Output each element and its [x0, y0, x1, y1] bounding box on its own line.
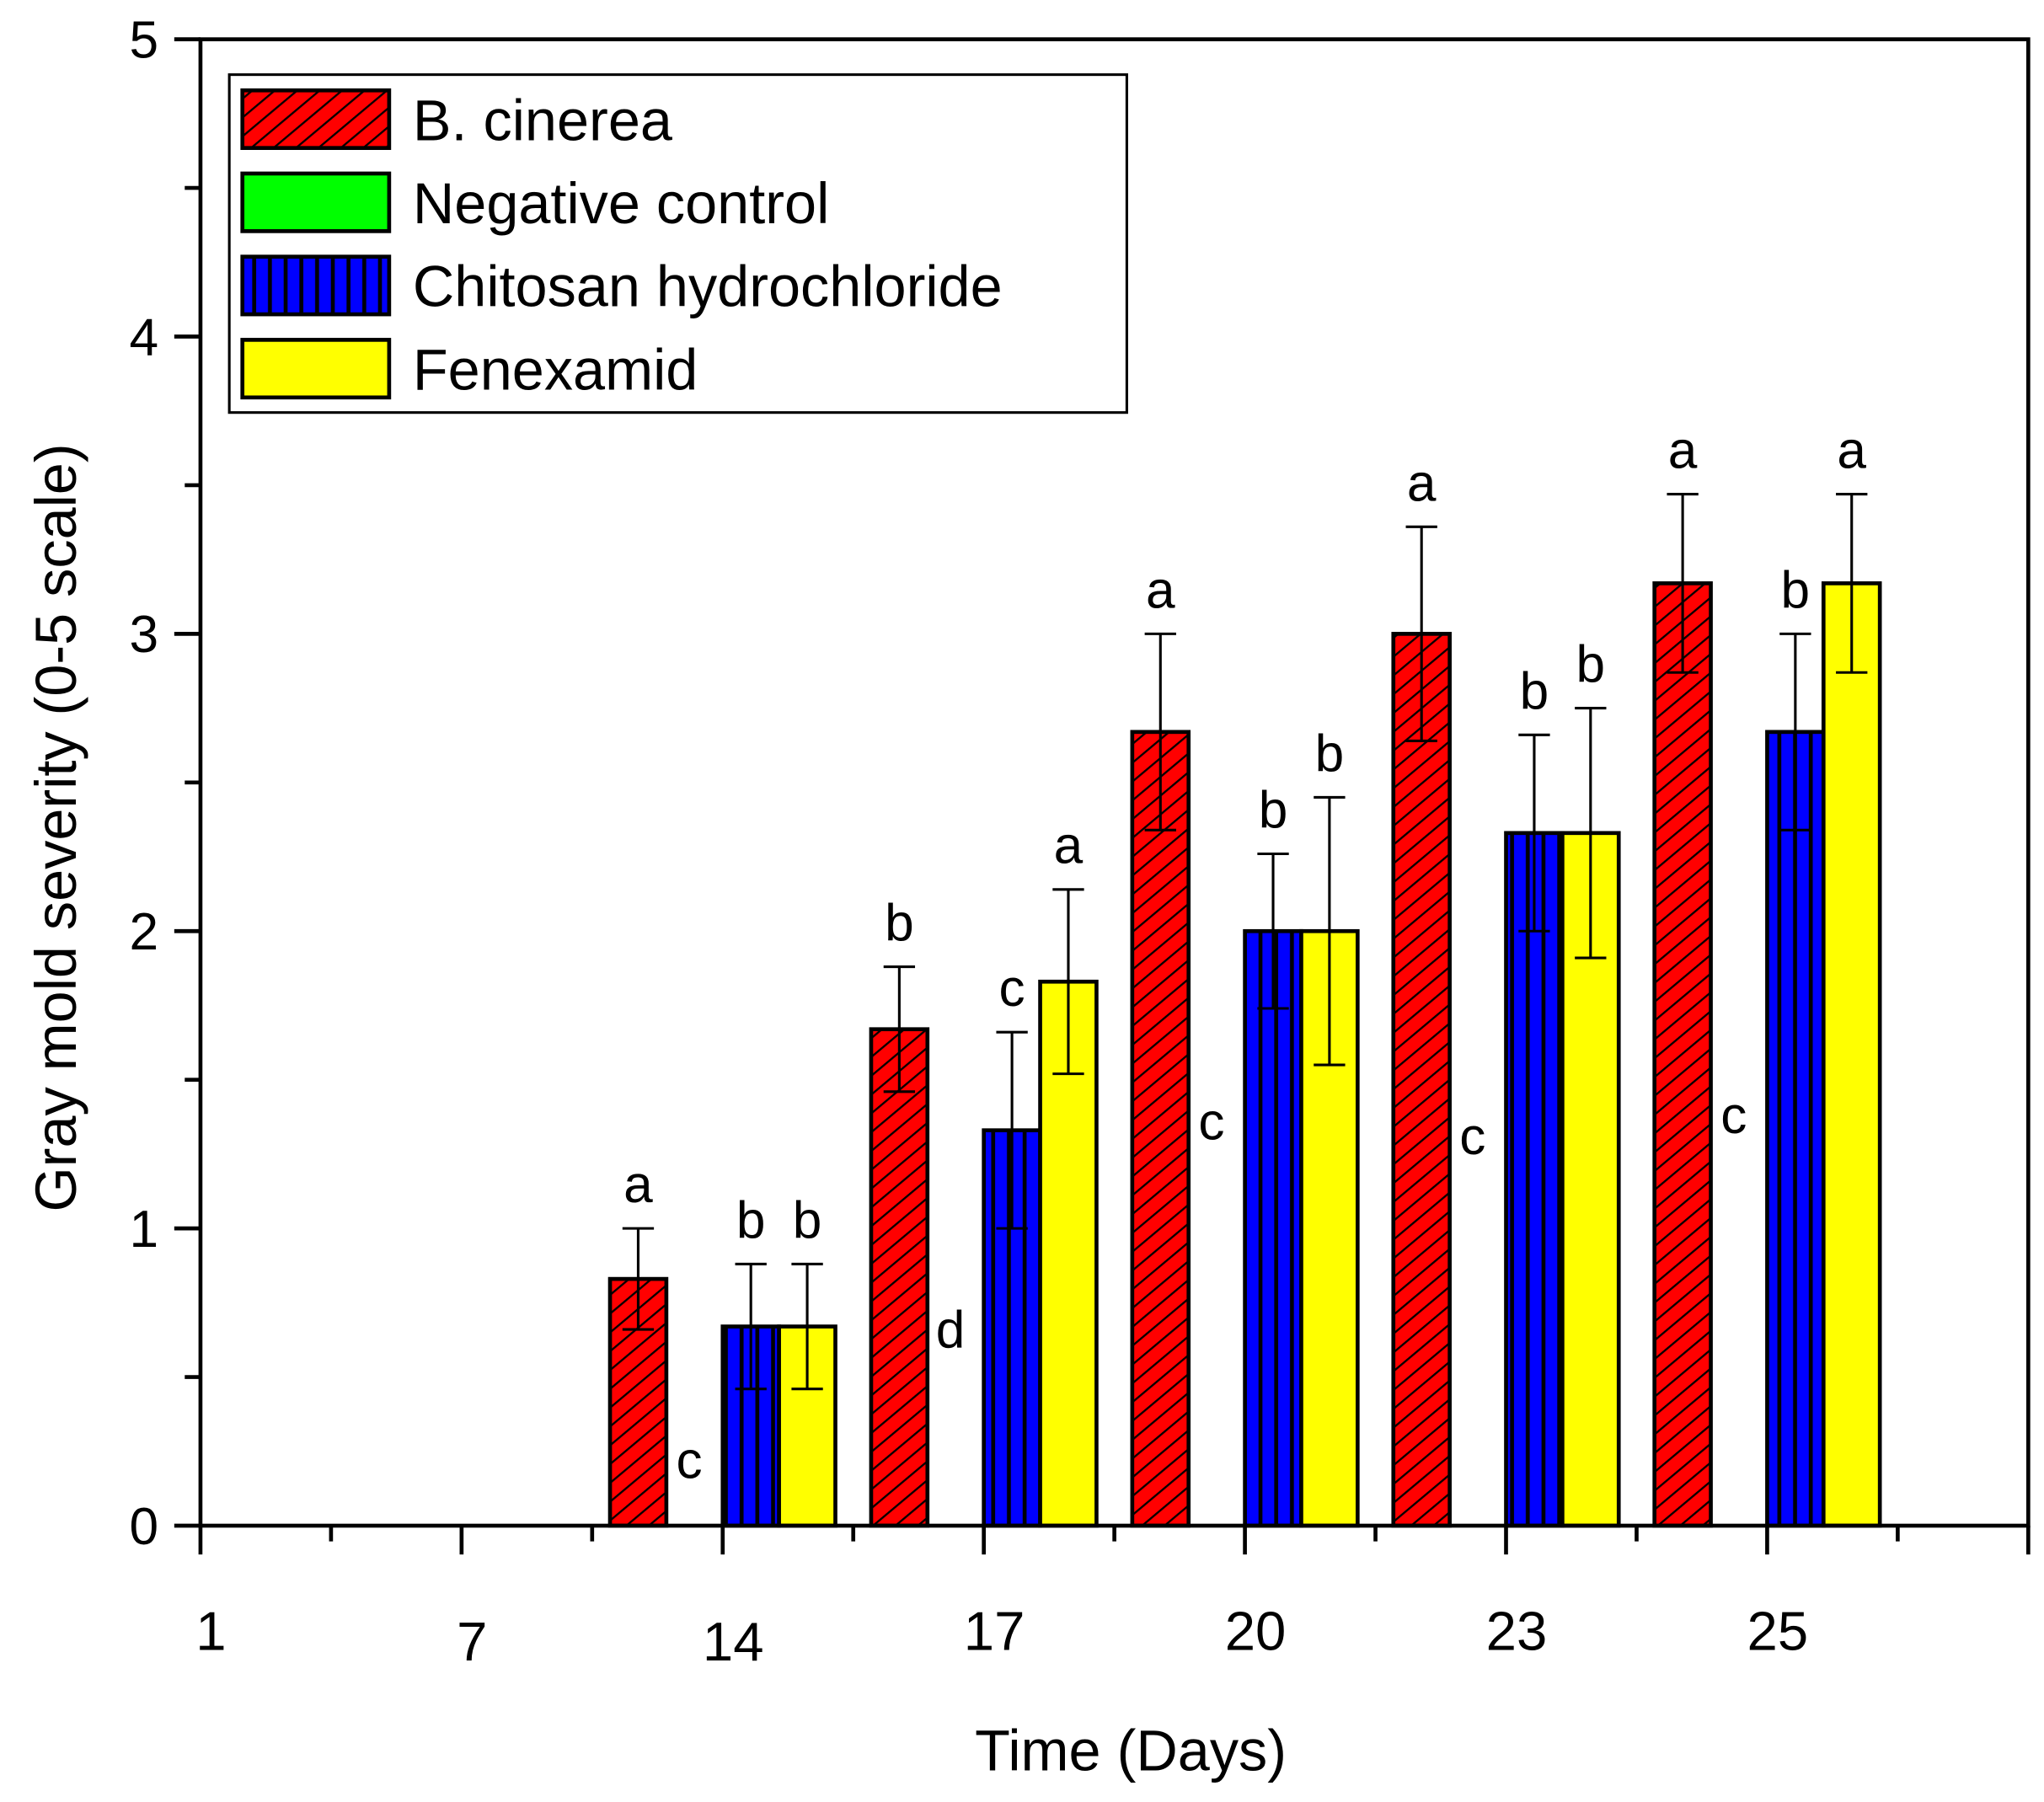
x-tick-label: 20 [1225, 1601, 1287, 1662]
bar [1652, 581, 1713, 1528]
y-tick-label: 1 [130, 1200, 159, 1259]
y-axis-label: Gray mold severity (0-5 scale) [24, 443, 88, 1211]
significance-letter: d [936, 1301, 966, 1359]
significance-letter: a [1146, 561, 1175, 619]
legend-swatch [240, 254, 392, 317]
bar [869, 1027, 930, 1528]
significance-letter: b [736, 1191, 766, 1249]
bar [1504, 831, 1565, 1528]
y-tick-label: 4 [130, 308, 159, 366]
significance-letter: b [885, 895, 914, 953]
significance-letter: c [999, 960, 1025, 1018]
significance-letter: a [1407, 454, 1437, 512]
legend-swatch [240, 338, 392, 400]
significance-letter: b [793, 1191, 822, 1249]
bar [1391, 632, 1452, 1528]
bar [1765, 730, 1826, 1528]
x-axis-label: Time (Days) [975, 1719, 1287, 1783]
significance-letter: c [1198, 1093, 1224, 1151]
significance-letter: c [677, 1432, 703, 1490]
significance-letter: a [623, 1156, 653, 1214]
x-tick-label: 14 [703, 1611, 764, 1672]
x-tick-label: 23 [1486, 1601, 1548, 1662]
y-tick-label: 5 [130, 11, 159, 69]
significance-letter: b [1259, 781, 1288, 839]
significance-letter: c [1459, 1108, 1485, 1166]
bar [1243, 928, 1303, 1528]
bar [1130, 730, 1191, 1528]
significance-letter: c [1720, 1087, 1747, 1145]
x-tick-label: 17 [964, 1601, 1025, 1662]
y-tick-label: 2 [130, 903, 159, 961]
significance-letter: b [1576, 636, 1606, 694]
significance-letter: b [1520, 662, 1549, 720]
bar [1821, 581, 1882, 1528]
y-tick-label: 3 [130, 606, 159, 664]
legend-swatch [240, 171, 392, 233]
x-tick-label: 25 [1747, 1601, 1809, 1662]
significance-letter: b [1315, 725, 1345, 783]
legend-label: Chitosan hydrochloride [413, 255, 1003, 319]
significance-letter: a [1668, 421, 1698, 479]
legend-label: Negative control [413, 172, 829, 236]
legend-label: Fenexamid [413, 338, 698, 402]
x-tick-label: 1 [195, 1601, 226, 1662]
legend-label: B. cinerea [413, 88, 673, 152]
y-tick-label: 0 [130, 1498, 159, 1556]
significance-letter: a [1837, 421, 1866, 479]
legend-swatch [240, 88, 392, 150]
legend: B. cinerea Negative control Chitosan hydro… [227, 73, 1128, 414]
significance-letter: b [1781, 561, 1811, 619]
x-tick-label: 7 [457, 1611, 487, 1672]
significance-letter: a [1054, 817, 1084, 875]
